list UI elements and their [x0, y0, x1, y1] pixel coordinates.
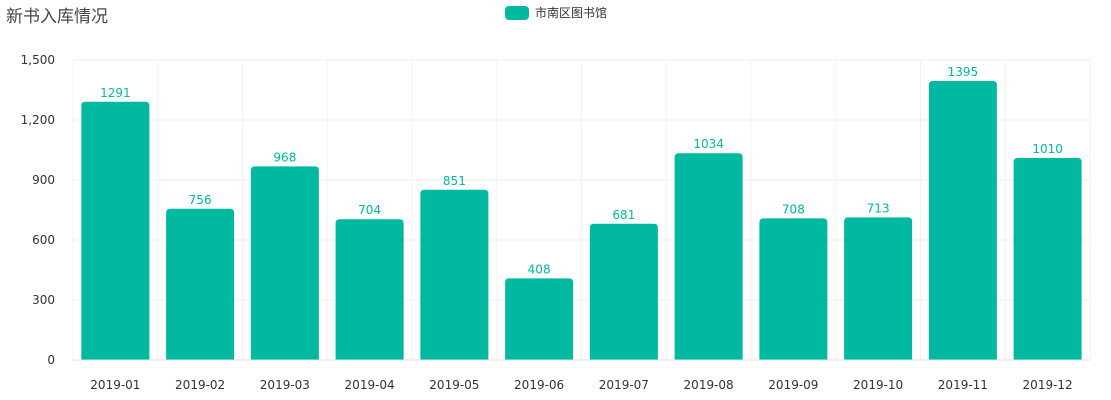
data-label: 704: [358, 203, 381, 217]
data-label: 851: [443, 174, 466, 188]
x-tick-label: 2019-07: [599, 378, 649, 392]
data-label: 681: [612, 208, 635, 222]
data-label: 1395: [948, 65, 979, 79]
legend[interactable]: 市南区图书馆: [505, 4, 607, 21]
bar[interactable]: [166, 208, 235, 360]
x-tick-label: 2019-10: [853, 378, 903, 392]
data-label: 708: [782, 202, 805, 216]
data-label: 408: [528, 262, 551, 276]
y-tick-label: 600: [32, 233, 55, 247]
data-label: 1010: [1032, 142, 1063, 156]
x-tick-label: 2019-11: [938, 378, 988, 392]
legend-swatch: [505, 5, 529, 20]
data-label: 713: [867, 201, 890, 215]
y-axis: 0 300 600 900 1,200 1,500: [21, 53, 55, 367]
bar[interactable]: [674, 153, 743, 360]
x-tick-label: 2019-03: [260, 378, 310, 392]
x-tick-label: 2019-05: [429, 378, 479, 392]
bar[interactable]: [1013, 158, 1082, 360]
data-label: 1291: [100, 86, 131, 100]
y-tick-label: 1,500: [21, 53, 55, 67]
x-tick-label: 2019-09: [768, 378, 818, 392]
data-labels: 1291 756 968 704 851 408 681 1034 708 713 1395 1010: [100, 65, 1063, 276]
x-tick-label: 2019-04: [345, 378, 395, 392]
bar[interactable]: [759, 218, 828, 360]
y-tick-label: 900: [32, 173, 55, 187]
y-tick-label: 0: [47, 353, 55, 367]
y-tick-label: 1,200: [21, 113, 55, 127]
data-label: 968: [273, 150, 296, 164]
bar[interactable]: [335, 219, 404, 360]
x-tick-label: 2019-08: [684, 378, 734, 392]
legend-label: 市南区图书馆: [535, 6, 608, 20]
bar[interactable]: [589, 223, 658, 360]
chart-title: 新书入库情况: [6, 7, 108, 27]
bar[interactable]: [81, 101, 150, 361]
bar[interactable]: [505, 278, 574, 360]
bar[interactable]: [928, 81, 997, 360]
data-label: 756: [189, 193, 212, 207]
data-label: 1034: [693, 137, 724, 151]
x-tick-label: 2019-06: [514, 378, 564, 392]
x-tick-label: 2019-02: [175, 378, 225, 392]
y-tick-label: 300: [32, 293, 55, 307]
bar[interactable]: [250, 166, 319, 360]
x-tick-label: 2019-01: [90, 378, 140, 392]
bar[interactable]: [420, 189, 489, 360]
bars: [81, 81, 1082, 361]
x-tick-label: 2019-12: [1023, 378, 1073, 392]
bar[interactable]: [844, 217, 913, 360]
x-axis: 2019-01 2019-02 2019-03 2019-04 2019-05 2019-…: [73, 359, 1090, 392]
